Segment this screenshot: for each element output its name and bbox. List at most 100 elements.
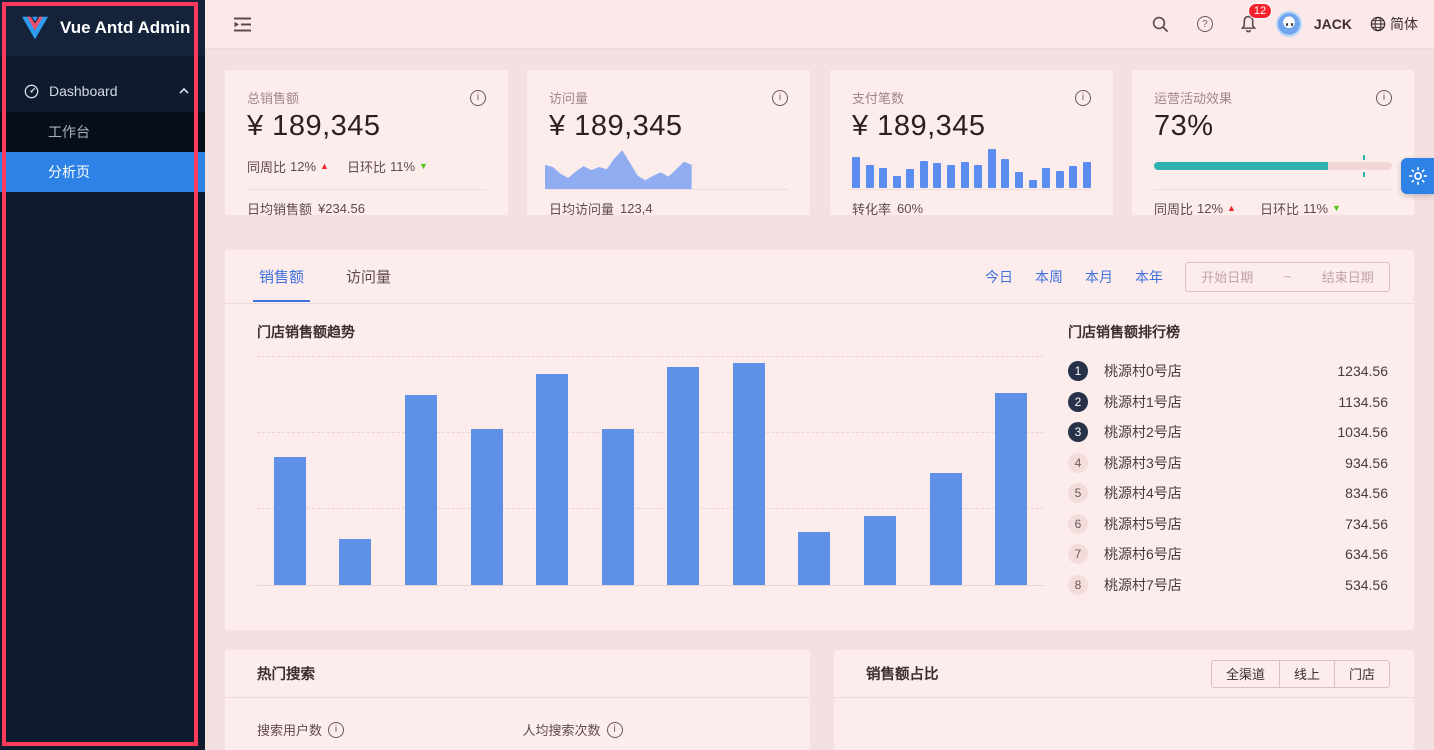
- store-sales-bar: [404, 394, 437, 585]
- logo[interactable]: Vue Antd Admin: [0, 0, 205, 56]
- content-area: 总销售额 i ¥ 189,345 同周比 12% ▲ 日环比 11% ▼ 日均销售额…: [205, 48, 1434, 750]
- store-name: 桃源村3号店: [1104, 454, 1182, 471]
- rank-badge: 4: [1068, 452, 1088, 473]
- stat-card-value: ¥ 189,345: [247, 110, 381, 142]
- range-today[interactable]: 今日: [985, 268, 1013, 285]
- ranking-row: 4 桃源村3号店 934.56: [1068, 448, 1388, 479]
- store-total: 834.56: [1345, 485, 1388, 502]
- stat-card-value: 73%: [1154, 110, 1214, 142]
- store-total: 1134.56: [1338, 393, 1388, 410]
- notification-button[interactable]: 12: [1232, 3, 1273, 41]
- sidebar-item-dashboard[interactable]: Dashboard: [0, 70, 205, 112]
- info-icon[interactable]: i: [606, 721, 623, 738]
- bar-chart-title: 门店销售额趋势: [257, 324, 355, 340]
- store-sales-bar: [601, 429, 634, 585]
- payments-spark-bar: [1001, 159, 1010, 188]
- stat-card-footer: 转化率 60%: [852, 200, 924, 217]
- info-icon[interactable]: i: [470, 89, 486, 106]
- stat-card-title: 总销售额: [247, 91, 300, 106]
- caret-down-icon: ▼: [419, 161, 428, 171]
- tab-sales[interactable]: 销售额: [252, 251, 311, 302]
- range-month[interactable]: 本月: [1085, 268, 1113, 285]
- range-week[interactable]: 本周: [1035, 268, 1063, 285]
- app-title: Vue Antd Admin: [60, 18, 191, 37]
- metric-search-per-user: 人均搜索次数 i 2.7 71.2 ▼: [523, 720, 623, 750]
- ranking-row: 3 桃源村2号店 1034.56: [1068, 417, 1388, 448]
- info-icon[interactable]: i: [772, 89, 788, 106]
- username[interactable]: JACK: [1313, 16, 1352, 32]
- date-separator: ~: [1283, 269, 1292, 284]
- store-name: 桃源村4号店: [1104, 485, 1182, 502]
- payments-spark-bar: [947, 164, 956, 188]
- caret-up-icon: ▲: [320, 161, 329, 171]
- stat-card-footer: 同周比 12% ▲ 日环比 11% ▼: [1154, 190, 1392, 226]
- menu-fold-button[interactable]: [225, 7, 259, 41]
- channel-all-button[interactable]: 全渠道: [1210, 659, 1280, 688]
- activity-progress-bar: [1154, 155, 1392, 177]
- sales-panel: 销售额 访问量 今日 本周 本月 本年 开始日期 ~ 结束日期 门店销售额趋势: [225, 250, 1414, 630]
- store-name: 桃源村5号店: [1104, 515, 1182, 532]
- stat-card-title: 运营活动效果: [1154, 91, 1233, 106]
- payments-spark-bar: [865, 164, 874, 188]
- rank-badge: 3: [1068, 422, 1088, 443]
- rank-badge: 6: [1068, 513, 1088, 534]
- info-icon[interactable]: i: [1376, 89, 1392, 106]
- range-year[interactable]: 本年: [1135, 268, 1163, 285]
- globe-icon: [1370, 16, 1386, 32]
- store-sales-bar: [536, 374, 569, 585]
- sidebar-item-label: Dashboard: [49, 83, 118, 99]
- channel-online-button[interactable]: 线上: [1279, 659, 1335, 688]
- ranking-row: 7 桃源村6号店 634.56: [1068, 539, 1388, 570]
- store-total: 534.56: [1345, 576, 1388, 593]
- rank-badge: 7: [1068, 544, 1088, 565]
- payments-spark-bar: [1042, 167, 1051, 188]
- ranking-section: 门店销售额排行榜 1 桃源村0号店 1234.56 2 桃源村1号店 1134.56 3 桃源…: [1068, 318, 1388, 600]
- date-range-picker[interactable]: 开始日期 ~ 结束日期: [1185, 261, 1390, 292]
- search-button[interactable]: [1144, 7, 1178, 41]
- ranking-row: 2 桃源村1号店 1134.56: [1068, 387, 1388, 418]
- info-icon[interactable]: i: [1075, 89, 1091, 106]
- stat-card-value: ¥ 189,345: [852, 110, 986, 142]
- store-sales-bar-chart: [257, 356, 1044, 586]
- stat-card-activity: 运营活动效果 i 73% 同周比 12% ▲ 日环比 11% ▼: [1132, 70, 1414, 217]
- tab-visits[interactable]: 访问量: [346, 269, 392, 286]
- payments-spark-bar: [852, 156, 860, 188]
- range-filters: 今日 本周 本月 本年 开始日期 ~ 结束日期: [985, 261, 1390, 292]
- ranking-row: 1 桃源村0号店 1234.56: [1068, 356, 1388, 387]
- pie-chart-area: 事例五: 9%: [834, 698, 1414, 750]
- store-sales-bar: [929, 472, 962, 585]
- day-on-day-trend: 日环比 11% ▼: [1259, 200, 1341, 217]
- avatar[interactable]: [1275, 11, 1302, 37]
- settings-fab-button[interactable]: [1401, 158, 1434, 194]
- language-switch[interactable]: 简体: [1370, 14, 1418, 34]
- store-name: 桃源村2号店: [1104, 424, 1182, 441]
- store-sales-bar: [667, 367, 700, 585]
- rank-badge: 5: [1068, 483, 1088, 504]
- stat-card-value: ¥ 189,345: [549, 110, 683, 142]
- payments-spark-bar: [987, 149, 996, 188]
- sidebar-subitem-label: 分析页: [48, 164, 90, 180]
- info-icon[interactable]: i: [328, 721, 345, 738]
- sales-tabs-bar: 销售额 访问量 今日 本周 本月 本年 开始日期 ~ 结束日期: [225, 250, 1414, 304]
- store-sales-bar: [470, 429, 503, 585]
- gear-icon: [1408, 167, 1427, 185]
- stat-card-footer: 日均访问量 123,4: [549, 200, 653, 217]
- rank-badge: 2: [1068, 391, 1088, 412]
- store-name: 桃源村0号店: [1104, 363, 1182, 380]
- payments-spark-bar: [960, 161, 969, 188]
- store-total: 934.56: [1345, 454, 1388, 471]
- store-name: 桃源村1号店: [1104, 393, 1182, 410]
- rank-badge: 1: [1068, 361, 1088, 382]
- payments-spark-bar: [879, 167, 888, 188]
- ranking-row: 6 桃源村5号店 734.56: [1068, 509, 1388, 540]
- payments-spark-bar: [906, 169, 915, 188]
- week-on-week-trend: 同周比 12% ▲: [1154, 200, 1236, 217]
- sidebar-item-analysis[interactable]: 分析页: [0, 152, 205, 192]
- dashboard-icon: [24, 84, 39, 98]
- payments-spark-bar: [1028, 180, 1037, 188]
- channel-store-button[interactable]: 门店: [1334, 659, 1390, 688]
- store-sales-bar: [732, 362, 765, 585]
- help-button[interactable]: ?: [1188, 7, 1222, 41]
- sidebar-item-workbench[interactable]: 工作台: [0, 112, 205, 152]
